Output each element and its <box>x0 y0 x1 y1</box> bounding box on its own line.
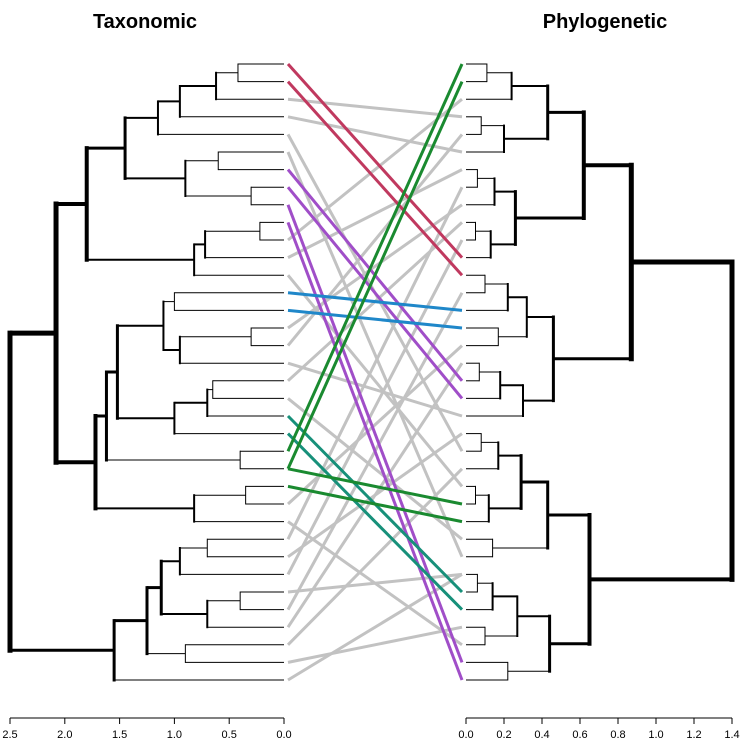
right-axis: 0.0 0.2 0.4 0.6 0.8 1.0 1.2 1.4 <box>458 717 740 741</box>
connector-line <box>287 98 463 242</box>
right-title: Phylogenetic <box>543 11 667 33</box>
connector-line <box>287 203 463 330</box>
left-axis-tick-label: 0.5 <box>222 729 237 741</box>
right-axis-tick-label: 0.6 <box>572 729 587 741</box>
left-title: Taxonomic <box>93 11 197 33</box>
connector-line <box>286 221 464 681</box>
left-axis-tick-label: 1.5 <box>112 729 127 741</box>
right-axis-tick-label: 0.4 <box>534 729 549 741</box>
right-dendrogram <box>466 63 735 681</box>
connector-line <box>286 63 464 452</box>
connector-line <box>287 397 463 541</box>
right-axis-tick-label: 1.4 <box>724 729 739 741</box>
connector-lines <box>286 62 464 682</box>
left-axis-tick-label: 2.0 <box>57 729 72 741</box>
left-axis: 2.5 2.0 1.5 1.0 0.5 0.0 <box>2 717 292 741</box>
connector-line <box>287 308 463 330</box>
connector-line <box>287 625 463 664</box>
connector-line <box>287 291 463 312</box>
right-axis-tick-label: 0.0 <box>458 729 473 741</box>
connector-line <box>287 572 463 594</box>
connector-line <box>286 186 464 540</box>
connector-line <box>286 344 464 506</box>
connector-line <box>286 80 464 277</box>
connector-line <box>287 573 463 682</box>
connector-line <box>286 151 464 558</box>
connector-line <box>287 484 463 524</box>
connector-line <box>286 62 464 259</box>
right-axis-tick-label: 0.8 <box>610 729 625 741</box>
left-axis-tick-label: 0.0 <box>276 729 291 741</box>
connector-line <box>286 362 464 629</box>
connector-line <box>287 97 463 119</box>
connector-line <box>287 467 463 506</box>
right-axis-tick-label: 1.2 <box>686 729 701 741</box>
left-axis-tick-label: 1.0 <box>167 729 182 741</box>
connector-line <box>286 239 464 576</box>
connector-line <box>286 186 464 400</box>
connector-line <box>286 432 464 611</box>
connector-line <box>286 133 464 347</box>
connector-line <box>286 80 464 470</box>
left-axis-tick-label: 2.5 <box>2 729 17 741</box>
right-axis-tick-label: 1.0 <box>648 729 663 741</box>
left-dendrogram <box>7 63 284 682</box>
connector-line <box>287 168 463 259</box>
connector-line <box>286 204 464 663</box>
right-axis-tick-label: 0.2 <box>496 729 511 741</box>
